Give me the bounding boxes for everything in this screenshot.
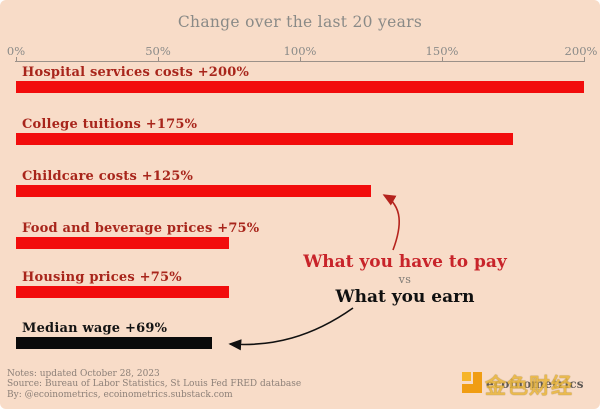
x-tick-mark bbox=[300, 57, 301, 62]
watermark-logo: ecoinometrics 金色财经 bbox=[462, 368, 592, 400]
bar bbox=[16, 185, 371, 197]
x-tick-label: 100% bbox=[283, 44, 317, 58]
footer-line-notes: Notes: updated October 28, 2023 bbox=[7, 369, 160, 379]
footer-line-source: Source: Bureau of Labor Statistics, St L… bbox=[7, 379, 302, 390]
footer-line-by: By: @ecoinometrics, ecoinometrics.substa… bbox=[7, 389, 233, 400]
annotation-pay: What you have to pay bbox=[303, 252, 507, 272]
jinse-logo-icon bbox=[462, 372, 484, 395]
bar bbox=[16, 81, 584, 93]
bar-label: Hospital services costs +200% bbox=[22, 65, 250, 80]
logo-block bbox=[473, 372, 482, 388]
annotation-earn: What you earn bbox=[335, 287, 475, 308]
red-arrow bbox=[382, 194, 401, 251]
annotation-vs: vs bbox=[398, 272, 412, 286]
watermark-latin-text: ecoinometrics bbox=[486, 377, 584, 391]
x-tick-label: 150% bbox=[425, 44, 459, 58]
logo-block bbox=[462, 384, 482, 393]
bar bbox=[16, 286, 229, 298]
bar bbox=[16, 237, 229, 249]
bar-label: Childcare costs +125% bbox=[22, 169, 194, 184]
footer-notes: Notes: updated October 28, 2023 Source: … bbox=[7, 369, 301, 400]
watermark-cn-text: 金色财经 bbox=[485, 374, 573, 398]
logo-block bbox=[462, 372, 471, 381]
x-tick-label: 50% bbox=[145, 44, 171, 58]
bar-label: Food and beverage prices +75% bbox=[22, 221, 260, 236]
x-tick-mark bbox=[16, 57, 17, 62]
bar-label: Median wage +69% bbox=[22, 321, 168, 336]
x-tick-mark bbox=[442, 57, 443, 62]
annotation-block: What you have to pay vs What you earn bbox=[295, 253, 515, 307]
x-tick-mark bbox=[584, 57, 585, 62]
x-tick-label: 0% bbox=[6, 44, 26, 58]
bar bbox=[16, 337, 212, 349]
x-tick-label: 200% bbox=[564, 44, 598, 58]
chart-title: Change over the last 20 years bbox=[177, 13, 423, 31]
bar-label: College tuitions +175% bbox=[22, 117, 198, 132]
x-axis-line bbox=[15, 61, 584, 62]
black-arrow bbox=[228, 307, 354, 351]
x-tick-mark bbox=[158, 57, 159, 62]
bar-label: Housing prices +75% bbox=[22, 270, 182, 285]
bar bbox=[16, 133, 513, 145]
